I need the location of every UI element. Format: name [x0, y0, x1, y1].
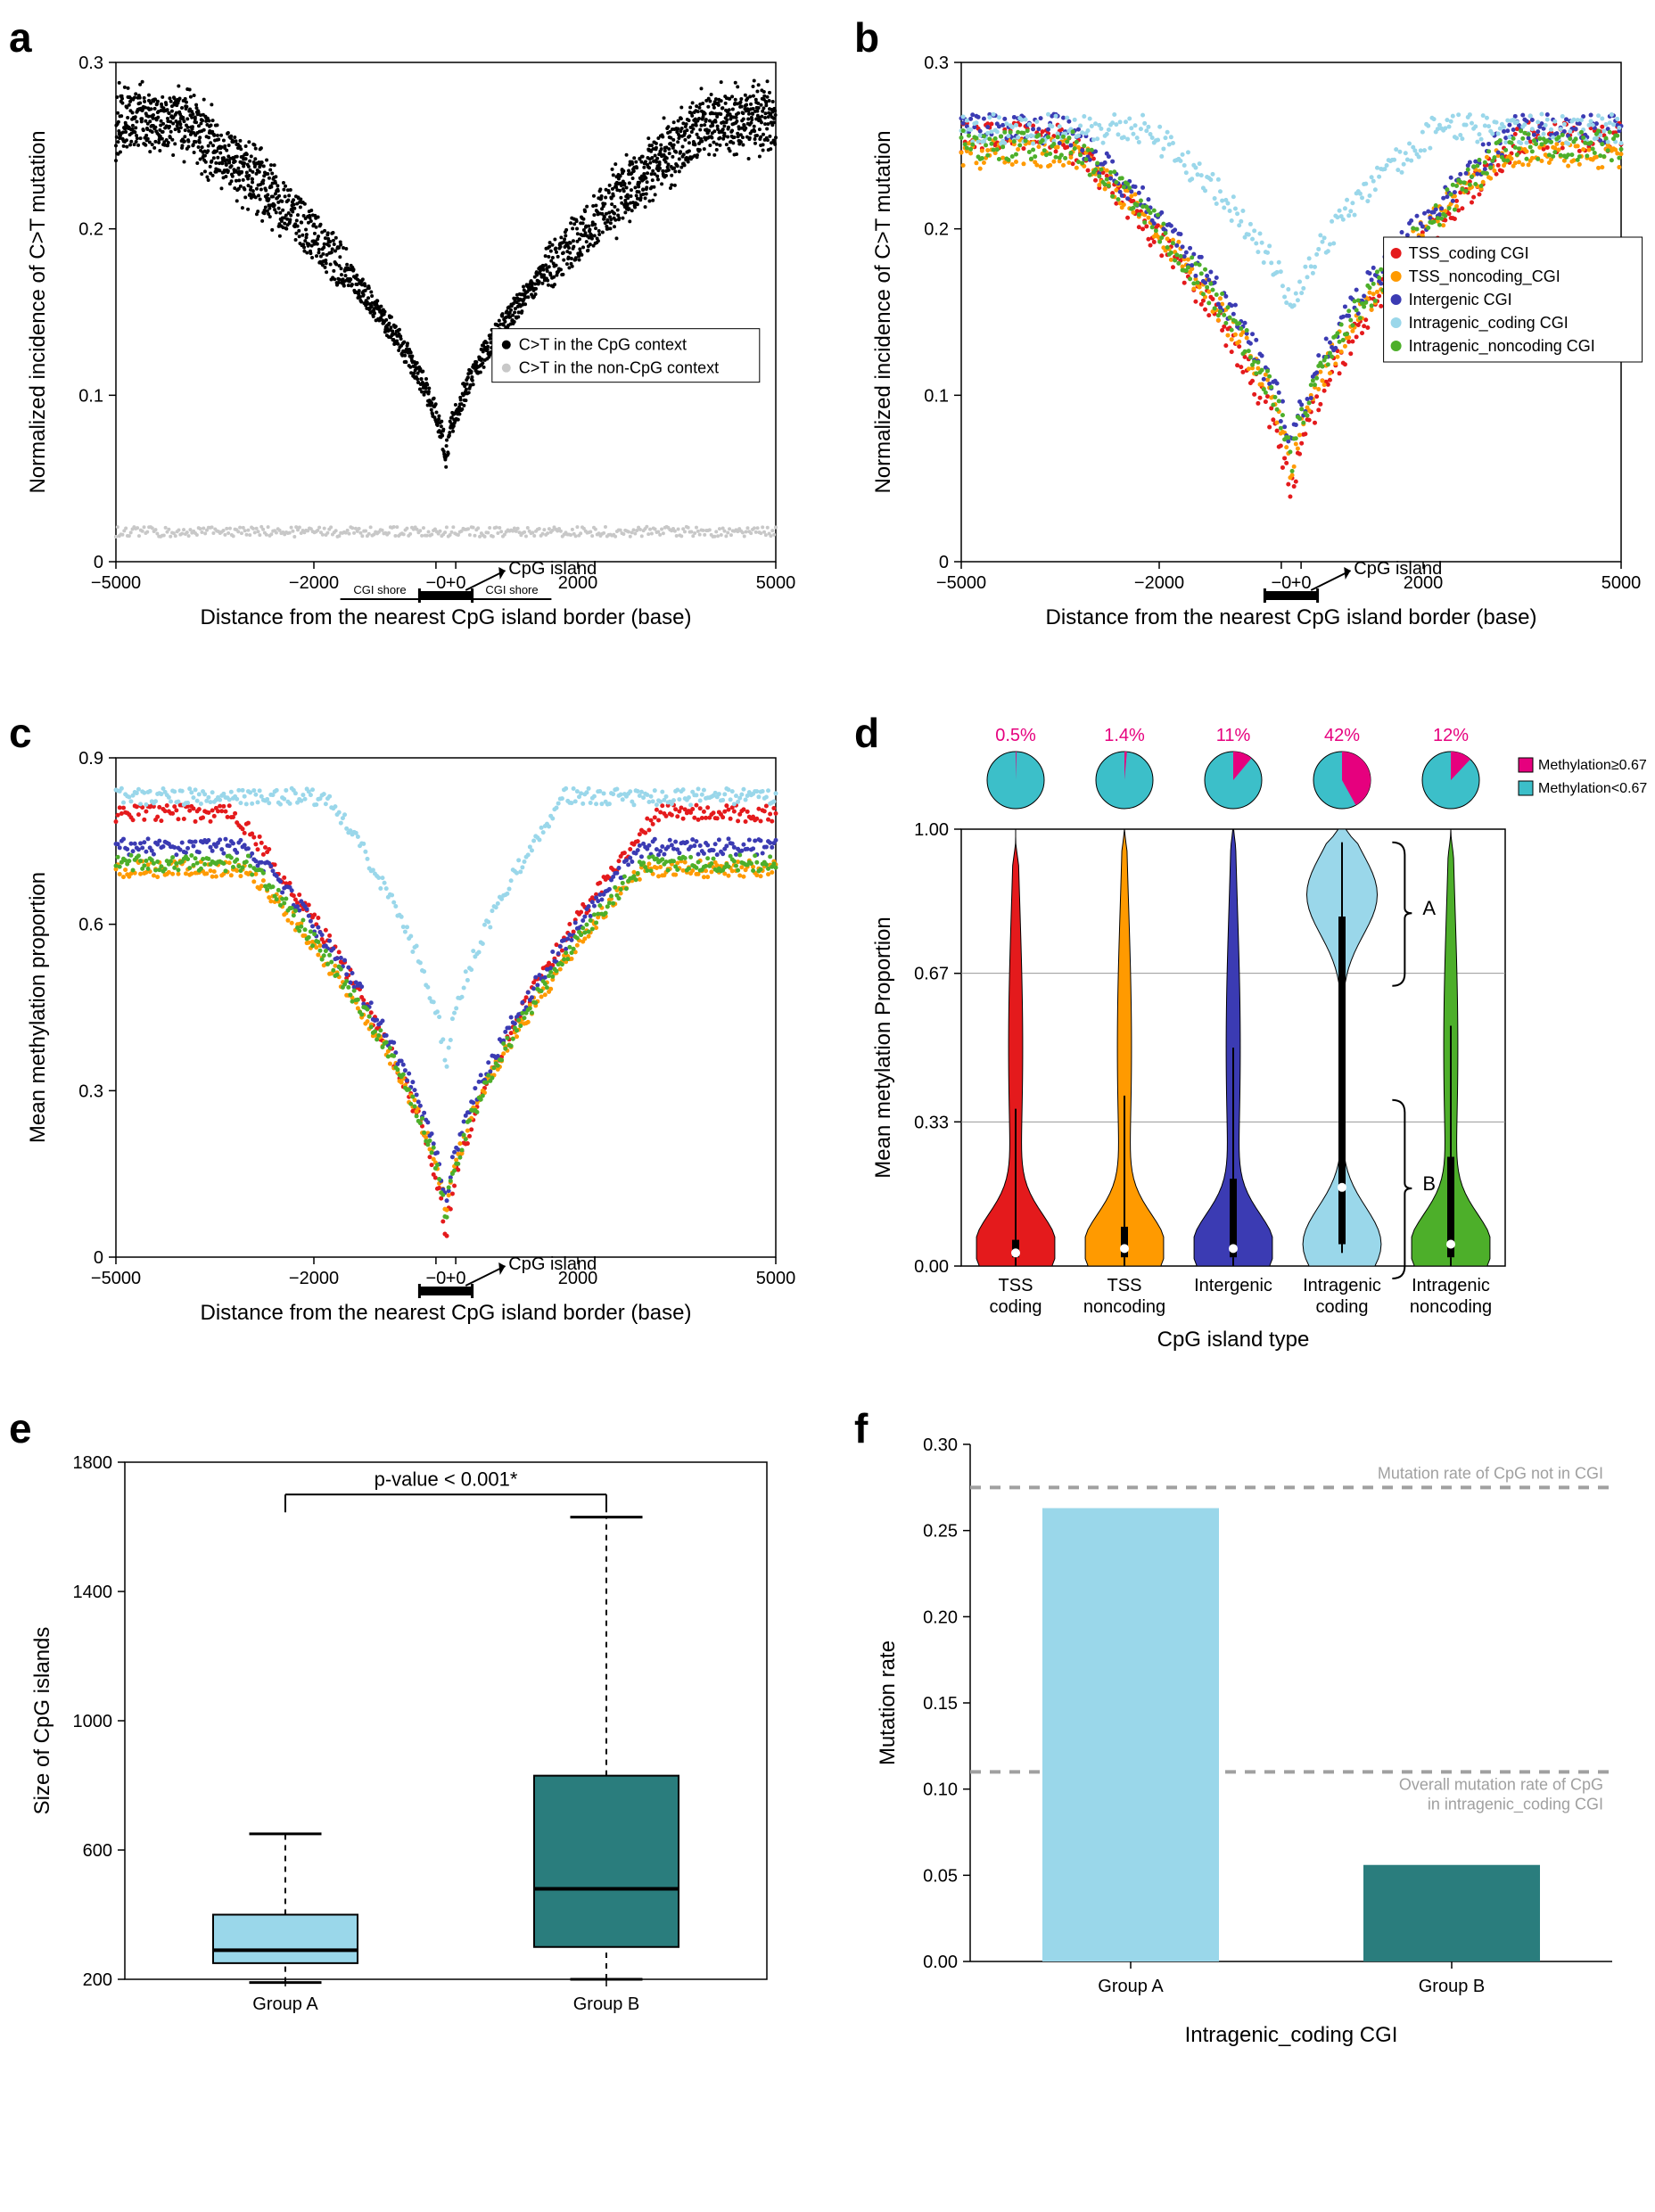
panel-e: e 200600100014001800Size of CpG islandsG… — [18, 1409, 828, 2068]
svg-text:−0: −0 — [425, 573, 446, 593]
svg-text:0.6: 0.6 — [78, 916, 103, 935]
panel-a: a 00.10.20.3−5000−2000−0+020005000Distan… — [18, 18, 828, 678]
panel-d: d 0.000.330.671.00Mean metylation Propor… — [863, 713, 1655, 1373]
svg-text:Normalized incidence of C>T mu: Normalized incidence of C>T mutation — [871, 130, 895, 493]
svg-text:−2000: −2000 — [289, 1269, 339, 1288]
svg-text:0.3: 0.3 — [78, 53, 103, 73]
svg-text:−2000: −2000 — [289, 573, 339, 593]
svg-text:+0: +0 — [446, 1269, 466, 1288]
svg-text:5000: 5000 — [1601, 573, 1642, 593]
svg-text:0.1: 0.1 — [924, 386, 949, 406]
svg-text:Mean methylation proportion: Mean methylation proportion — [26, 872, 50, 1143]
svg-text:0.3: 0.3 — [78, 1081, 103, 1101]
svg-text:CGI shore: CGI shore — [353, 583, 406, 596]
svg-text:−0: −0 — [425, 1269, 446, 1288]
svg-text:0: 0 — [94, 1248, 103, 1268]
panel-c-label: c — [9, 709, 32, 757]
svg-text:C>T in the non-CpG context: C>T in the non-CpG context — [519, 359, 719, 377]
svg-text:Intragenic_coding CGI: Intragenic_coding CGI — [1409, 314, 1569, 333]
svg-text:+0: +0 — [446, 573, 466, 593]
panel-b: b 00.10.20.3−5000−2000−0+020005000Distan… — [863, 18, 1655, 678]
figure-grid: a 00.10.20.3−5000−2000−0+020005000Distan… — [18, 18, 1655, 2068]
svg-text:0.3: 0.3 — [924, 53, 949, 73]
svg-text:Distance from the nearest CpG: Distance from the nearest CpG island bor… — [201, 1301, 692, 1325]
svg-text:5000: 5000 — [756, 573, 796, 593]
svg-text:0: 0 — [94, 553, 103, 572]
svg-text:TSS_noncoding_CGI: TSS_noncoding_CGI — [1409, 267, 1560, 286]
panel-a-label: a — [9, 13, 32, 62]
svg-text:−5000: −5000 — [91, 573, 141, 593]
svg-text:CGI shore: CGI shore — [485, 583, 538, 596]
svg-text:Distance from the nearest CpG: Distance from the nearest CpG island bor… — [201, 605, 692, 629]
svg-text:CpG island: CpG island — [508, 559, 597, 579]
svg-text:TSS_coding CGI: TSS_coding CGI — [1409, 244, 1529, 263]
svg-text:0: 0 — [939, 553, 949, 572]
svg-text:CpG island: CpG island — [1354, 559, 1442, 579]
svg-text:−5000: −5000 — [91, 1269, 141, 1288]
panel-c: c 00.30.60.9−5000−2000−0+020005000Distan… — [18, 713, 828, 1373]
panel-e-label: e — [9, 1404, 32, 1452]
panel-f: f 0.000.050.100.150.200.250.30Mutation r… — [863, 1409, 1655, 2068]
svg-text:0.2: 0.2 — [924, 220, 949, 240]
svg-text:0.2: 0.2 — [78, 220, 103, 240]
svg-text:−0: −0 — [1271, 573, 1291, 593]
panel-d-label: d — [854, 709, 879, 757]
svg-text:−5000: −5000 — [936, 573, 986, 593]
svg-text:Normalized incidence of C>T mu: Normalized incidence of C>T mutation — [26, 130, 50, 493]
svg-text:0.9: 0.9 — [78, 749, 103, 769]
svg-text:5000: 5000 — [756, 1269, 796, 1288]
svg-text:0.1: 0.1 — [78, 386, 103, 406]
svg-text:−2000: −2000 — [1134, 573, 1184, 593]
svg-text:Distance from the nearest CpG: Distance from the nearest CpG island bor… — [1046, 605, 1537, 629]
svg-text:Intragenic_noncoding CGI: Intragenic_noncoding CGI — [1409, 337, 1595, 356]
svg-text:Intergenic CGI: Intergenic CGI — [1409, 291, 1512, 308]
panel-f-label: f — [854, 1404, 868, 1452]
svg-text:+0: +0 — [1291, 573, 1312, 593]
svg-text:C>T in the CpG context: C>T in the CpG context — [519, 336, 687, 354]
panel-b-label: b — [854, 13, 879, 62]
